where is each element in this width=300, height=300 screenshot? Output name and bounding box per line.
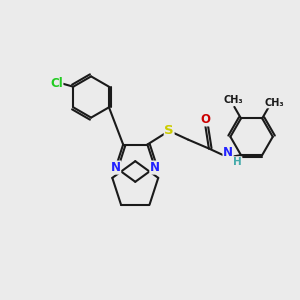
Text: CH₃: CH₃ [264, 98, 284, 108]
Text: O: O [200, 113, 210, 126]
Text: CH₃: CH₃ [224, 95, 244, 106]
Text: N: N [223, 146, 233, 159]
Text: Cl: Cl [50, 77, 63, 90]
Text: N: N [150, 161, 160, 174]
Text: H: H [233, 157, 242, 167]
Text: S: S [164, 124, 174, 137]
Text: N: N [111, 161, 121, 174]
